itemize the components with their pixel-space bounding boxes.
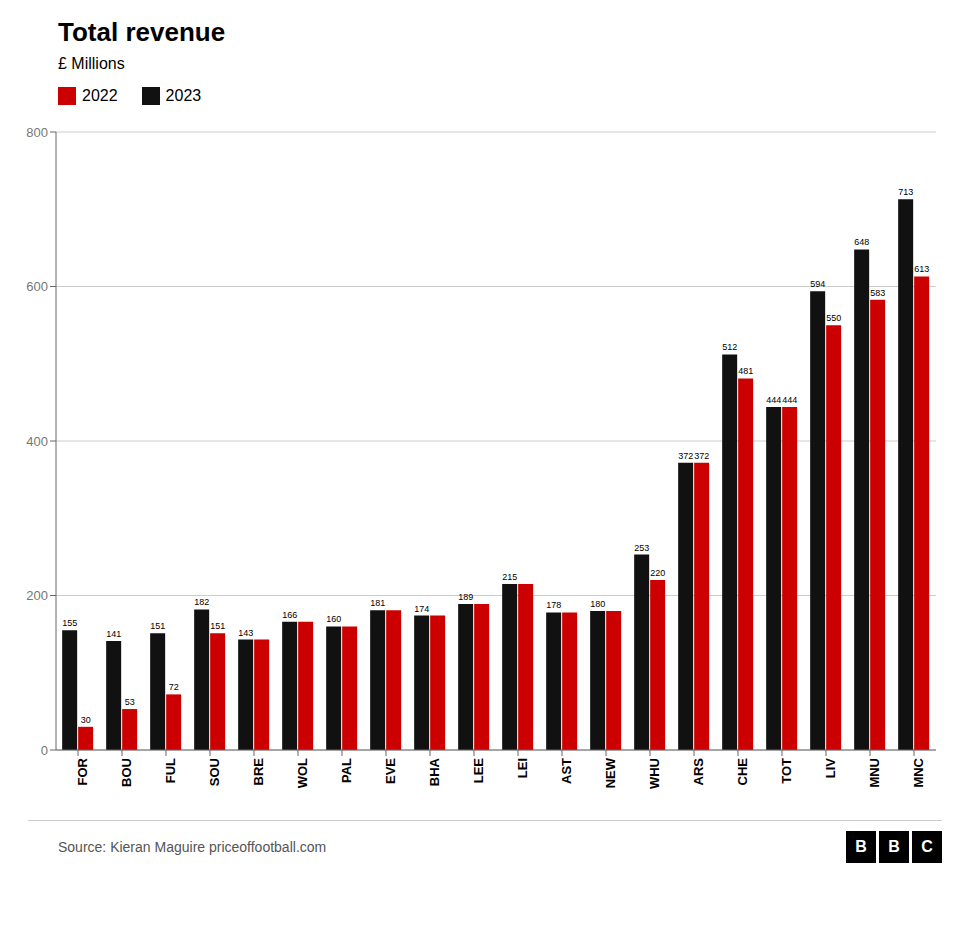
svg-text:200: 200 <box>26 588 48 603</box>
svg-text:189: 189 <box>458 592 473 602</box>
svg-text:372: 372 <box>678 451 693 461</box>
svg-text:143: 143 <box>238 628 253 638</box>
svg-text:800: 800 <box>26 125 48 140</box>
svg-text:512: 512 <box>722 342 737 352</box>
svg-text:155: 155 <box>62 618 77 628</box>
svg-text:166: 166 <box>282 610 297 620</box>
svg-text:220: 220 <box>650 568 665 578</box>
html-text:2022: 2022 <box>82 87 118 104</box>
svg-text:30: 30 <box>81 715 91 725</box>
svg-text:ARS: ARS <box>691 758 706 786</box>
svg-text:TOT: TOT <box>779 758 794 784</box>
html-text:Source: Kieran Maguire priceof: Source: Kieran Maguire priceoffootball.c… <box>58 839 327 855</box>
svg-text:594: 594 <box>810 279 825 289</box>
svg-text:481: 481 <box>738 366 753 376</box>
svg-text:713: 713 <box>898 187 913 197</box>
svg-text:NEW: NEW <box>603 757 618 788</box>
svg-text:178: 178 <box>546 600 561 610</box>
svg-text:CHE: CHE <box>735 758 750 786</box>
svg-text:53: 53 <box>125 697 135 707</box>
svg-text:LIV: LIV <box>823 758 838 779</box>
svg-text:SOU: SOU <box>207 758 222 786</box>
html-text:B: B <box>888 838 900 855</box>
svg-text:FOR: FOR <box>75 757 90 785</box>
svg-text:174: 174 <box>414 604 429 614</box>
svg-text:444: 444 <box>782 395 797 405</box>
svg-text:LEE: LEE <box>471 758 486 784</box>
svg-text:583: 583 <box>870 288 885 298</box>
svg-text:0: 0 <box>41 743 48 758</box>
svg-text:FUL: FUL <box>163 758 178 783</box>
svg-text:648: 648 <box>854 237 869 247</box>
svg-text:613: 613 <box>914 264 929 274</box>
svg-text:151: 151 <box>150 621 165 631</box>
svg-text:372: 372 <box>694 451 709 461</box>
svg-text:151: 151 <box>210 621 225 631</box>
html-text:C: C <box>921 838 933 855</box>
svg-text:MNC: MNC <box>911 757 926 787</box>
svg-text:141: 141 <box>106 629 121 639</box>
svg-text:160: 160 <box>326 614 341 624</box>
svg-text:BHA: BHA <box>427 757 442 786</box>
svg-text:BRE: BRE <box>251 758 266 786</box>
html-text:B: B <box>855 838 867 855</box>
svg-text:AST: AST <box>559 758 574 784</box>
html-text:Total revenue: Total revenue <box>58 17 226 47</box>
svg-text:253: 253 <box>634 543 649 553</box>
svg-text:180: 180 <box>590 599 605 609</box>
svg-text:EVE: EVE <box>383 758 398 784</box>
svg-text:550: 550 <box>826 313 841 323</box>
html-text:£ Millions: £ Millions <box>58 55 125 72</box>
html-text:2023: 2023 <box>165 87 202 104</box>
svg-text:215: 215 <box>502 572 517 582</box>
svg-text:BOU: BOU <box>119 758 134 787</box>
svg-text:181: 181 <box>370 598 385 608</box>
svg-text:WHU: WHU <box>647 758 662 789</box>
svg-text:600: 600 <box>26 279 48 294</box>
svg-text:444: 444 <box>766 395 781 405</box>
svg-text:LEI: LEI <box>515 758 530 778</box>
svg-text:400: 400 <box>26 434 48 449</box>
svg-text:72: 72 <box>169 682 179 692</box>
svg-text:PAL: PAL <box>339 758 354 783</box>
svg-text:WOL: WOL <box>295 758 310 788</box>
svg-text:182: 182 <box>194 597 209 607</box>
svg-text:MNU: MNU <box>867 758 882 788</box>
